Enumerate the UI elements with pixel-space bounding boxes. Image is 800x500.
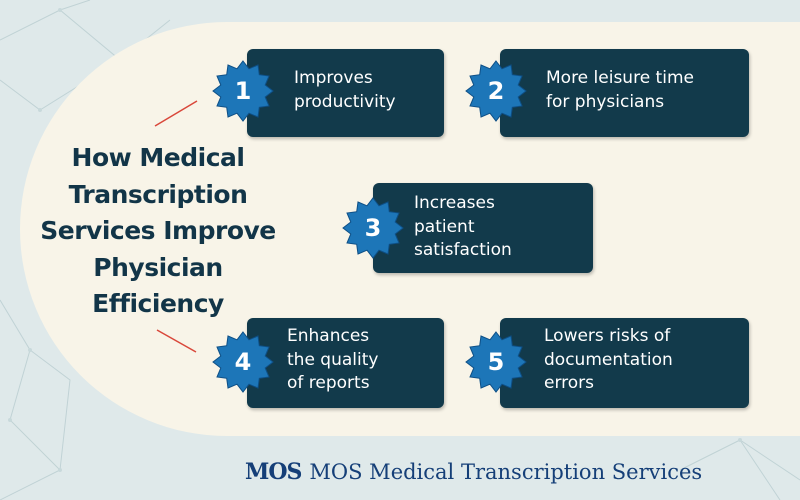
title-line: How Medical <box>71 143 245 172</box>
badge-number: 1 <box>234 77 252 105</box>
benefit-text-4: Enhances the quality of reports <box>287 326 379 393</box>
benefit-card-5 <box>500 318 749 408</box>
title-line: Physician <box>93 252 223 282</box>
number-badge-2: 2 <box>465 60 527 122</box>
benefit-text-1: Improves productivity <box>294 68 396 112</box>
number-badge-3: 3 <box>342 197 404 259</box>
badge-number: 5 <box>487 348 505 376</box>
number-badge-5: 5 <box>465 331 527 393</box>
brand-footer: MOS MOS Medical Transcription Services <box>245 452 702 492</box>
badge-number: 2 <box>487 77 505 105</box>
brand-logo: MOS <box>245 459 302 485</box>
number-badge-1: 1 <box>212 60 274 122</box>
benefit-card-2 <box>500 49 749 137</box>
benefit-card-4 <box>247 318 444 408</box>
benefit-text-5: Lowers risks of documentation errors <box>544 326 673 393</box>
infographic-title: How Medical Transcription Services Impro… <box>28 140 288 323</box>
title-line: Services Improve <box>40 216 276 245</box>
title-line: Efficiency <box>92 289 224 318</box>
benefit-card-3 <box>373 183 593 273</box>
benefit-card-1 <box>247 49 444 137</box>
badge-number: 3 <box>364 214 382 242</box>
benefit-text-2: More leisure time for physicians <box>546 68 694 112</box>
benefit-text-3: Increases patient satisfaction <box>414 193 512 260</box>
title-line: Transcription <box>68 179 248 209</box>
brand-name: MOS Medical Transcription Services <box>309 460 703 484</box>
number-badge-4: 4 <box>212 331 274 393</box>
badge-number: 4 <box>234 348 252 376</box>
